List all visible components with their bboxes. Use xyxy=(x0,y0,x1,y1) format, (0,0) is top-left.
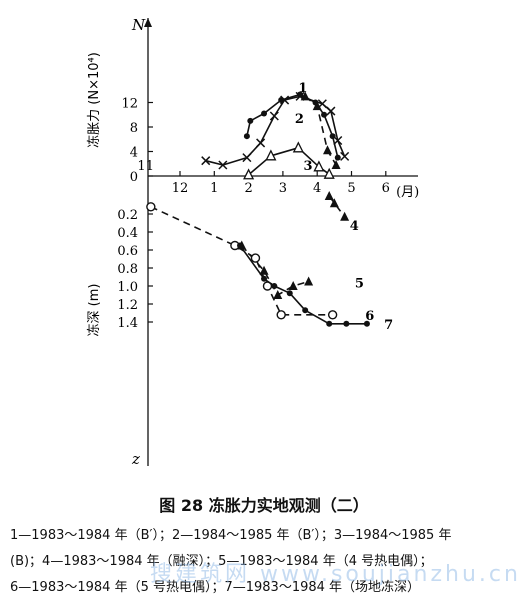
series-3-point xyxy=(292,141,304,153)
series-dashed-upper-line xyxy=(304,95,337,166)
y-lower-tick-label: 1.4 xyxy=(117,316,138,331)
series-7-point xyxy=(271,283,278,289)
series-7-point xyxy=(363,320,370,327)
series-label-5: 5 xyxy=(355,276,364,291)
series-6-point xyxy=(146,202,156,212)
x-axis-label: (月) xyxy=(396,185,419,200)
series-6-point xyxy=(250,253,261,263)
x-tick-label: 4 xyxy=(313,181,321,196)
y-lower-tick-label: 0.4 xyxy=(117,226,138,241)
series-1-point xyxy=(321,111,328,118)
y-lower-tick-label: 0.2 xyxy=(117,208,138,223)
series-7-point xyxy=(302,307,309,314)
series-4-point xyxy=(340,211,350,221)
series-2-point xyxy=(218,160,228,170)
y-lower-tick-label: 0.8 xyxy=(117,262,138,277)
series-3-point xyxy=(313,160,325,172)
figure-caption-line-2: (B)；4—1983～1984 年（融深）；5—1983～1984 年（4 号热… xyxy=(10,554,433,569)
series-2-point xyxy=(340,151,350,161)
series-label-3: 3 xyxy=(303,159,312,174)
y-axis-arrow xyxy=(144,18,152,27)
figure-caption-line-1: 1—1983～1984 年（B′）；2—1984～1985 年（B′）；3—19… xyxy=(10,528,452,543)
series-1-point xyxy=(247,117,254,124)
series-label-4: 4 xyxy=(350,219,359,234)
series-1-line xyxy=(246,93,339,158)
series-1-point xyxy=(243,133,250,140)
series-4-point xyxy=(329,198,339,208)
series-2-point xyxy=(326,106,336,116)
x-tick-label: 12 xyxy=(172,181,189,196)
series-6-line xyxy=(150,206,333,316)
y-upper-tick-label: 12 xyxy=(121,97,138,112)
series-5-point xyxy=(304,276,314,286)
series-2-point xyxy=(280,95,290,105)
y-upper-tick-label: 0 xyxy=(130,170,138,185)
series-dashed-upper-point xyxy=(300,91,310,101)
series-1-point xyxy=(261,110,268,117)
series-7-point xyxy=(326,320,333,327)
x-tick-label: 3 xyxy=(279,181,287,196)
x-tick-label: 1 xyxy=(210,181,218,196)
series-2-point xyxy=(201,156,211,166)
y-upper-axis-title: 冻胀力 (N×10⁴) xyxy=(86,52,102,148)
x-tick-label: 2 xyxy=(244,181,252,196)
series-7-point xyxy=(343,320,350,327)
x-tick-label: 11 xyxy=(137,159,154,174)
series-2-point xyxy=(256,138,266,148)
y-upper-tick-label: 8 xyxy=(130,121,138,136)
series-1-point xyxy=(334,154,341,161)
y-lower-tick-label: 0.6 xyxy=(117,244,138,259)
series-2-point xyxy=(333,135,343,146)
series-3-point xyxy=(243,168,255,180)
series-dashed-upper-point xyxy=(322,145,332,155)
series-5-point xyxy=(273,290,283,299)
series-label-1: 1 xyxy=(298,81,307,96)
series-4-point xyxy=(324,191,334,200)
x-tick-label: 6 xyxy=(382,181,390,196)
series-7-point xyxy=(286,290,293,297)
y-lower-tick-label: 1.0 xyxy=(117,280,138,295)
series-6-point xyxy=(276,310,286,320)
series-2-point xyxy=(242,153,252,163)
y-upper-tick-label: 4 xyxy=(130,146,138,161)
series-dashed-upper-point xyxy=(312,101,322,111)
series-label-2: 2 xyxy=(295,112,304,127)
series-6-point xyxy=(327,310,338,320)
y-axis-letter-n: N xyxy=(131,16,146,34)
series-dashed-upper-point xyxy=(331,159,341,169)
y-lower-tick-label: 1.2 xyxy=(117,298,138,313)
series-label-7: 7 xyxy=(384,318,393,333)
series-3-point xyxy=(265,149,277,161)
series-5-point xyxy=(288,281,298,290)
x-tick-label: 5 xyxy=(347,181,355,196)
watermark: 搜建筑网 www.soujianzhu.cn xyxy=(150,562,521,587)
figure-caption-title: 图 28 冻胀力实地观测（二） xyxy=(159,496,369,515)
series-7-point xyxy=(237,242,244,249)
y-lower-axis-title: 冻深 (m) xyxy=(86,284,102,337)
y-axis-letter-z: z xyxy=(131,450,140,468)
series-3-point xyxy=(323,167,335,179)
series-7-point xyxy=(261,275,268,282)
figure-caption-line-3: 6—1983～1984 年（5 号热电偶）；7—1983～1984 年（场地冻深… xyxy=(10,580,421,595)
series-label-6: 6 xyxy=(365,309,374,324)
series-2-point xyxy=(269,111,279,121)
